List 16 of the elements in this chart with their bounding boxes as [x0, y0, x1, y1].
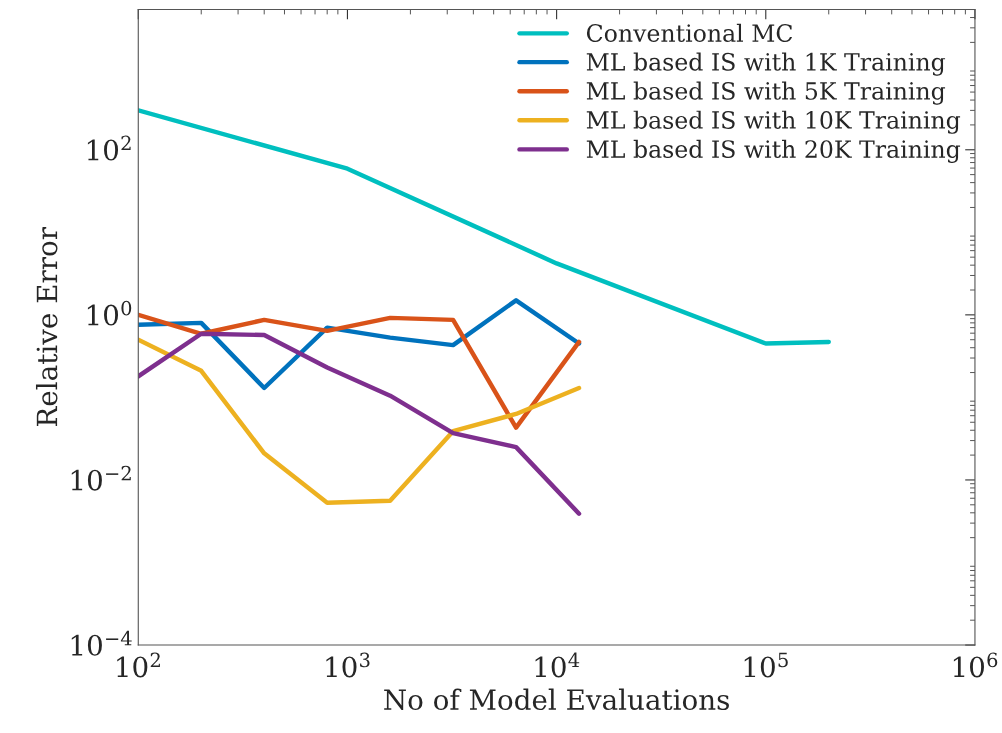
x-tick-label: 10$^{4}$ [535, 652, 580, 678]
y-axis-title: Relative Error [35, 226, 58, 427]
y-tick-label: 10$^{0}$ [87, 300, 132, 326]
x-tick-label: 10$^{6}$ [953, 652, 998, 678]
x-tick-label: 10$^{5}$ [744, 652, 788, 678]
x-tick-label: 10$^{3}$ [326, 652, 370, 678]
x-axis-title: No of Model Evaluations [384, 688, 729, 711]
legend-label: ML based IS with 20K Training [586, 139, 961, 163]
legend-label: Conventional MC [586, 23, 793, 42]
line-series [138, 312, 582, 430]
legend-label: ML based IS with 5K Training [586, 81, 946, 105]
line-series [138, 298, 582, 391]
legend-label: ML based IS with 1K Training [586, 52, 946, 76]
y-tick-label: 10$^{−2}$ [71, 465, 131, 491]
legend-label: ML based IS with 10K Training [586, 110, 961, 134]
y-tick-label: 10$^{2}$ [87, 135, 131, 161]
